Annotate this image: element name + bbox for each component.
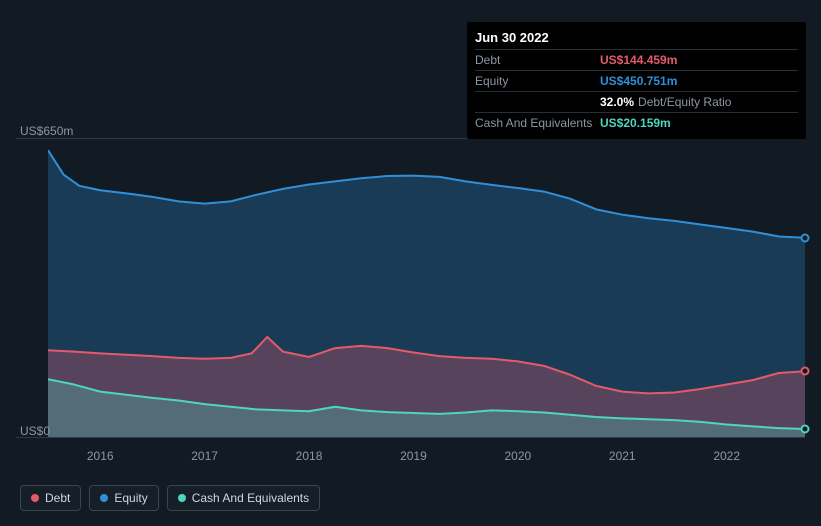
tooltip-date: Jun 30 2022 [475,28,798,49]
tooltip-label [475,95,600,109]
legend: Debt Equity Cash And Equivalents [20,485,320,511]
tooltip-row-ratio: 32.0% Debt/Equity Ratio [475,91,798,112]
legend-dot [178,494,186,502]
tooltip-row-cash: Cash And Equivalents US$20.159m [475,112,798,133]
chart-baseline [16,437,805,438]
x-axis-tick-label: 2019 [400,449,427,463]
series-end-marker-cash [801,424,810,433]
x-axis-tick-label: 2021 [609,449,636,463]
tooltip-ratio-label: Debt/Equity Ratio [638,95,731,109]
x-axis-tick-label: 2017 [191,449,218,463]
legend-item-cash[interactable]: Cash And Equivalents [167,485,320,511]
legend-item-equity[interactable]: Equity [89,485,158,511]
x-axis-tick-label: 2020 [505,449,532,463]
tooltip-row-debt: Debt US$144.459m [475,49,798,70]
tooltip-label: Debt [475,53,600,67]
y-axis-max-label: US$650m [20,124,73,138]
tooltip-value: 32.0% Debt/Equity Ratio [600,95,798,109]
x-axis-tick-label: 2018 [296,449,323,463]
x-axis-labels: 2016 2017 2018 2019 2020 2021 2022 [48,449,805,465]
legend-dot [31,494,39,502]
tooltip-value: US$450.751m [600,74,798,88]
legend-label: Equity [114,491,147,505]
series-end-marker-equity [801,233,810,242]
chart-tooltip: Jun 30 2022 Debt US$144.459m Equity US$4… [467,22,806,139]
tooltip-value: US$144.459m [600,53,798,67]
legend-label: Cash And Equivalents [192,491,309,505]
legend-label: Debt [45,491,70,505]
x-axis-tick-label: 2016 [87,449,114,463]
legend-item-debt[interactable]: Debt [20,485,81,511]
tooltip-ratio-value: 32.0% [600,95,634,109]
tooltip-row-equity: Equity US$450.751m [475,70,798,91]
tooltip-label: Cash And Equivalents [475,116,600,130]
x-axis-tick-label: 2022 [713,449,740,463]
legend-dot [100,494,108,502]
tooltip-value: US$20.159m [600,116,798,130]
tooltip-label: Equity [475,74,600,88]
series-end-marker-debt [801,367,810,376]
chart-plot [48,148,805,437]
